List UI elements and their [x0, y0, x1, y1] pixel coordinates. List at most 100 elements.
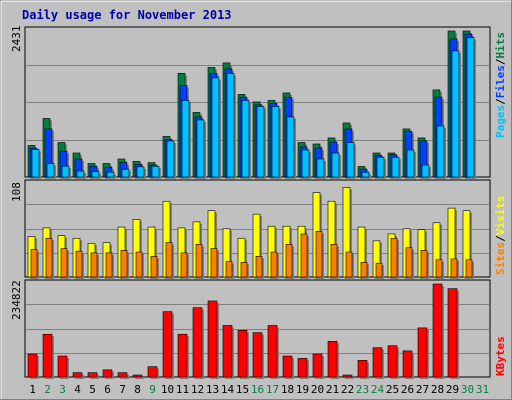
bar-pages-2-fill	[46, 163, 55, 178]
bar-sites-27	[420, 250, 429, 279]
day-label-26: 26	[401, 383, 414, 396]
bar-sites-17-fill	[270, 251, 278, 278]
day-label-13: 13	[206, 383, 219, 396]
bar-pages-25-fill	[391, 156, 400, 178]
bar-kbytes-24	[372, 347, 384, 379]
bar-kbytes-12-fill	[192, 307, 203, 378]
bar-sites-7	[120, 250, 129, 279]
bar-pages-2	[46, 163, 56, 179]
bar-pages-23-fill	[361, 171, 370, 178]
legend-files: Files	[494, 65, 507, 98]
bar-sites-18-fill	[285, 243, 293, 278]
bar-kbytes-28-fill	[432, 283, 443, 378]
bar-pages-28	[436, 125, 446, 179]
day-label-4: 4	[74, 383, 81, 396]
legend-slash-2: /	[494, 58, 507, 65]
bar-pages-12-fill	[196, 119, 205, 178]
bar-kbytes-24-fill	[372, 347, 383, 378]
bar-kbytes-7	[117, 372, 129, 379]
bar-kbytes-16	[252, 332, 264, 379]
bar-kbytes-3-fill	[57, 355, 68, 378]
bar-kbytes-22-fill	[342, 374, 353, 378]
bar-pages-19-fill	[301, 149, 310, 178]
legend-visits: Visits	[494, 196, 507, 236]
legend-pages: Pages	[494, 105, 507, 138]
bar-sites-20-fill	[315, 231, 323, 278]
bar-kbytes-18-fill	[282, 355, 293, 378]
bar-pages-8-fill	[136, 166, 145, 178]
day-label-23: 23	[356, 383, 369, 396]
bar-sites-14	[225, 261, 234, 279]
day-label-11: 11	[176, 383, 189, 396]
day-label-1: 1	[29, 383, 36, 396]
legend-slash-1: /	[494, 98, 507, 105]
bar-sites-23-fill	[360, 262, 368, 278]
bar-sites-25	[390, 237, 399, 279]
bar-sites-30-fill	[465, 259, 473, 278]
day-label-6: 6	[104, 383, 111, 396]
bar-kbytes-13	[207, 300, 219, 379]
bar-kbytes-11	[177, 333, 189, 379]
bar-sites-23	[360, 262, 369, 279]
bar-kbytes-29-fill	[447, 288, 458, 378]
day-label-5: 5	[89, 383, 96, 396]
bar-pages-23	[361, 171, 371, 179]
middle-ymax-label: 108	[10, 182, 23, 202]
bar-kbytes-3	[57, 355, 69, 379]
bar-pages-27	[421, 164, 431, 179]
bar-sites-14-fill	[225, 261, 233, 278]
bar-pages-24	[376, 156, 386, 179]
bar-pages-11-fill	[181, 100, 190, 178]
bar-sites-19	[300, 233, 309, 279]
bar-pages-20	[316, 158, 326, 179]
day-label-25: 25	[386, 383, 399, 396]
day-label-31: 31	[476, 383, 489, 396]
top-ymax-label: 2431	[10, 26, 23, 53]
middle-legend: Sites/Visits	[494, 196, 507, 276]
day-label-9: 9	[149, 383, 156, 396]
bar-pages-16	[256, 106, 266, 179]
legend-kbytes: KBytes	[494, 336, 507, 376]
day-label-18: 18	[281, 383, 294, 396]
day-label-17: 17	[266, 383, 279, 396]
bar-pages-30-fill	[466, 37, 475, 178]
bar-sites-21	[330, 243, 339, 279]
day-label-12: 12	[191, 383, 204, 396]
day-label-29: 29	[446, 383, 459, 396]
bar-pages-10-fill	[166, 140, 175, 178]
day-label-30: 30	[461, 383, 474, 396]
bar-sites-19-fill	[300, 233, 308, 278]
bar-sites-5-fill	[90, 252, 98, 278]
bar-pages-13	[211, 77, 221, 179]
bar-pages-9	[151, 165, 161, 179]
bar-kbytes-26	[402, 350, 414, 379]
bar-sites-30	[465, 259, 474, 279]
bar-kbytes-27-fill	[417, 327, 428, 378]
bar-kbytes-8-shadow	[135, 377, 144, 379]
bar-kbytes-2	[42, 333, 54, 379]
bar-pages-19	[301, 149, 311, 179]
bar-kbytes-26-fill	[402, 350, 413, 378]
bar-sites-28-fill	[435, 259, 443, 278]
bar-sites-13	[210, 248, 219, 279]
bar-sites-12	[195, 243, 204, 279]
bar-kbytes-8-fill	[132, 374, 143, 378]
bar-kbytes-21-fill	[327, 341, 338, 378]
bar-kbytes-18	[282, 355, 294, 379]
bar-sites-17	[270, 251, 279, 279]
day-labels: 1 2 3 4 5 6 7 8 9 10 11 12 13 14 15 16 17 18 19 20 21 22 23 24 2…	[29, 383, 489, 396]
bar-pages-13-fill	[211, 77, 220, 178]
bar-sites-8-fill	[135, 251, 143, 278]
bar-sites-6-fill	[105, 252, 113, 278]
bar-kbytes-20-fill	[312, 353, 323, 378]
bar-sites-9	[150, 256, 159, 279]
bar-sites-12-fill	[195, 243, 203, 278]
bar-pages-10	[166, 140, 176, 179]
day-label-20: 20	[311, 383, 324, 396]
bar-pages-4-fill	[76, 170, 85, 178]
bar-sites-9-fill	[150, 256, 158, 278]
day-label-7: 7	[119, 383, 126, 396]
bar-sites-11	[180, 252, 189, 279]
legend-sites: Sites	[494, 242, 507, 275]
